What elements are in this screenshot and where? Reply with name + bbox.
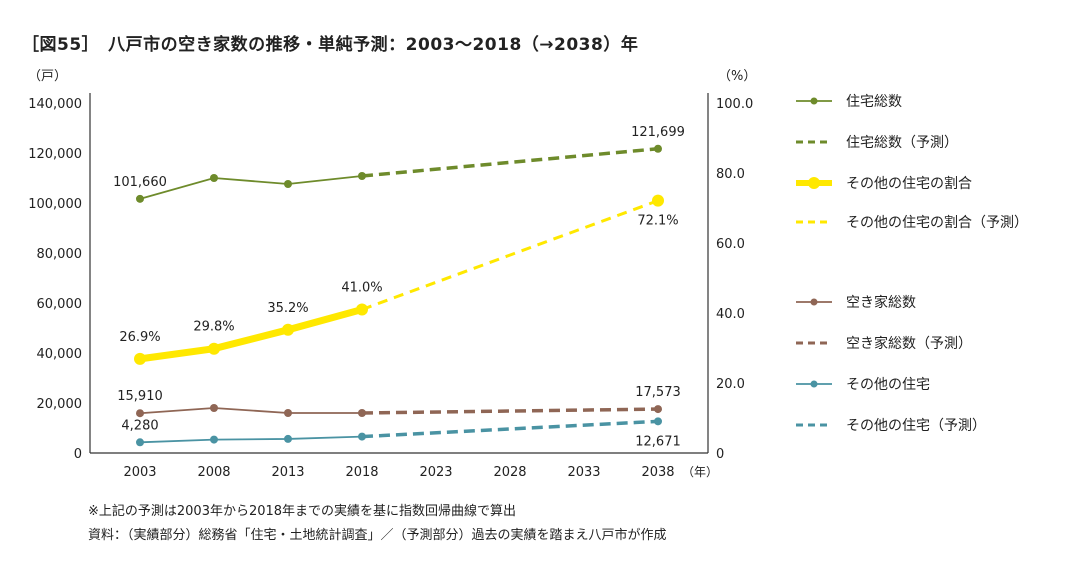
x-tick-label: 2008 (197, 465, 230, 480)
x-tick-label: 2013 (271, 465, 304, 480)
y-left-unit: （戸） (28, 69, 67, 84)
footnote-source: 資料：（実績部分）総務省「住宅・土地統計調査」／（予測部分）過去の実績を踏まえ八… (88, 528, 667, 543)
data-point-vacant (284, 409, 292, 417)
data-point-ratio (356, 303, 368, 316)
legend-label: その他の住宅 (846, 377, 930, 393)
y-right-tick-label: 20.0 (716, 377, 745, 392)
forecast-line-vacant (361, 407, 659, 415)
data-label-other: 12,671 (635, 434, 681, 449)
legend-label: その他の住宅の割合 (846, 175, 972, 192)
y-right-tick-label: 100.0 (716, 97, 753, 112)
chart-title: ［図55］ 八戸市の空き家数の推移・単純予測：2003～2018（→2038）年 (22, 35, 639, 55)
x-tick-label: 2033 (567, 465, 600, 480)
data-point-total (136, 194, 144, 203)
y-left-tick-label: 60,000 (37, 297, 83, 312)
data-point-vacant (654, 405, 662, 414)
data-point-vacant (136, 409, 144, 418)
y-right-unit: （%） (718, 69, 756, 84)
data-point-vacant (358, 409, 366, 417)
data-label-vacant: 15,910 (117, 389, 163, 404)
data-point-other (654, 417, 662, 426)
forecast-line-other (361, 419, 659, 439)
data-label-ratio: 72.1% (637, 214, 678, 229)
data-point-ratio (208, 342, 220, 355)
actual-line-total (139, 175, 363, 200)
data-point-total (284, 180, 292, 188)
legend-label: 住宅総数（予測） (846, 135, 958, 151)
data-label-total: 101,660 (113, 175, 167, 190)
actual-line-other (139, 435, 363, 444)
y-right-tick-label: 60.0 (716, 237, 745, 252)
data-point-total (654, 144, 662, 153)
legend-label: 住宅総数 (846, 94, 902, 110)
legend-label: その他の住宅の割合（予測） (846, 214, 1028, 231)
data-point-ratio (134, 352, 146, 365)
y-right-tick-label: 0 (716, 447, 724, 462)
y-left-tick-label: 40,000 (37, 347, 83, 362)
legend-marker-other (810, 380, 818, 388)
data-label-ratio: 41.0% (341, 281, 382, 296)
y-left-tick-label: 20,000 (37, 397, 83, 412)
legend-marker-ratio (808, 177, 820, 189)
forecast-line-total (361, 147, 659, 178)
data-point-ratio (652, 194, 664, 207)
y-left-tick-label: 120,000 (28, 147, 82, 162)
data-label-other: 4,280 (121, 418, 158, 433)
legend-label: その他の住宅（予測） (846, 418, 986, 434)
y-left-tick-label: 100,000 (28, 197, 82, 212)
data-point-other (358, 432, 366, 441)
data-label-ratio: 26.9% (119, 330, 160, 345)
y-left-tick-label: 0 (74, 447, 82, 462)
legend-label: 空き家総数 (846, 294, 916, 311)
data-point-total (210, 174, 218, 182)
x-tick-label: 2003 (123, 465, 156, 480)
line-chart: 0 20,000 40,000 60,000 80,000 100,000 120,000 1… (28, 69, 1028, 480)
y-right-tick-label: 40.0 (716, 307, 745, 322)
actual-line-vacant (139, 407, 362, 415)
actual-line-ratio (139, 306, 363, 363)
x-tick-label: 2018 (345, 465, 378, 480)
data-label-ratio: 29.8% (193, 320, 234, 335)
data-point-other (284, 434, 292, 443)
data-point-ratio (282, 323, 294, 336)
footnote-method: ※上記の予測は2003年から2018年までの実績を基に指数回帰曲線で算出 (88, 504, 517, 519)
x-unit: （年） (682, 465, 718, 479)
data-point-total (358, 172, 366, 180)
data-point-other (210, 435, 218, 444)
x-tick-label: 2023 (419, 465, 452, 480)
data-label-vacant: 17,573 (635, 385, 681, 400)
x-tick-label: 2028 (493, 465, 526, 480)
data-label-total: 121,699 (631, 125, 685, 140)
data-point-other (136, 438, 144, 447)
legend-marker-total (810, 97, 818, 105)
y-left-tick-label: 140,000 (28, 97, 82, 112)
data-label-ratio: 35.2% (267, 301, 308, 316)
x-tick-label: 2038 (641, 465, 674, 480)
forecast-line-ratio (361, 199, 659, 311)
y-right-tick-label: 80.0 (716, 167, 745, 182)
y-left-tick-label: 80,000 (37, 247, 83, 262)
data-point-vacant (210, 404, 218, 412)
legend-marker-vacant (810, 298, 818, 306)
legend-label: 空き家総数（予測） (846, 335, 972, 352)
